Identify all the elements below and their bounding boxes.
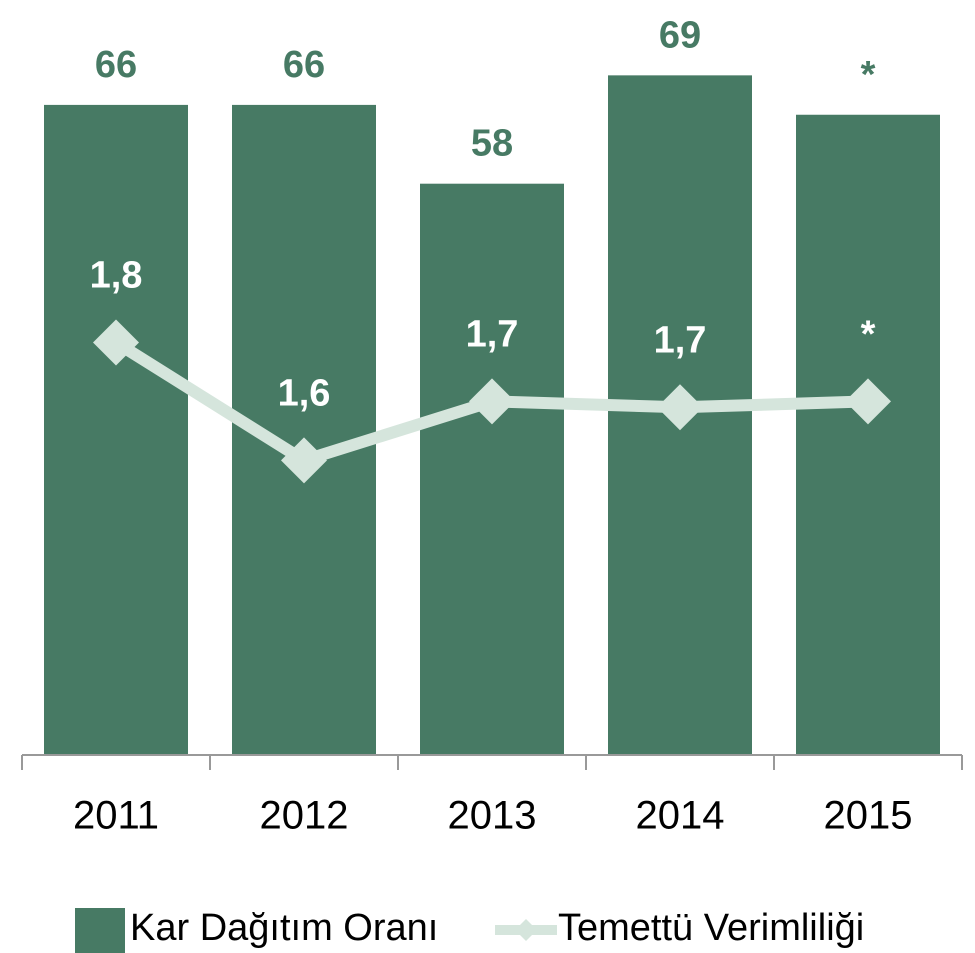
line-marker	[845, 378, 891, 425]
bar-value-label: 69	[659, 14, 701, 56]
bar-value-label: 58	[471, 123, 513, 165]
legend-label: Temettü Verimliliği	[558, 907, 864, 949]
legend-swatch	[75, 908, 125, 953]
line-marker	[93, 319, 139, 366]
line-value-label: 1,6	[278, 372, 331, 414]
line-marker	[657, 384, 703, 431]
bar-value-label: 66	[283, 44, 325, 86]
legend-marker	[515, 919, 537, 941]
x-tick-label: 2011	[73, 794, 159, 838]
legend-label: Kar Dağıtım Oranı	[130, 907, 438, 949]
bar-value-label: *	[861, 54, 876, 96]
bar-value-label: 66	[95, 44, 137, 86]
line-value-label: 1,8	[90, 255, 143, 297]
line-marker	[469, 378, 515, 425]
bar	[420, 183, 564, 755]
x-tick-label: 2015	[824, 794, 913, 838]
x-tick-label: 2013	[448, 794, 537, 838]
bar	[796, 114, 940, 755]
x-tick-label: 2012	[260, 794, 349, 838]
line-value-label: 1,7	[654, 319, 707, 361]
line-marker	[281, 437, 327, 484]
bar	[44, 104, 188, 755]
x-tick-label: 2014	[636, 794, 725, 838]
line-value-label: *	[861, 313, 876, 355]
line-value-label: 1,7	[466, 313, 519, 355]
